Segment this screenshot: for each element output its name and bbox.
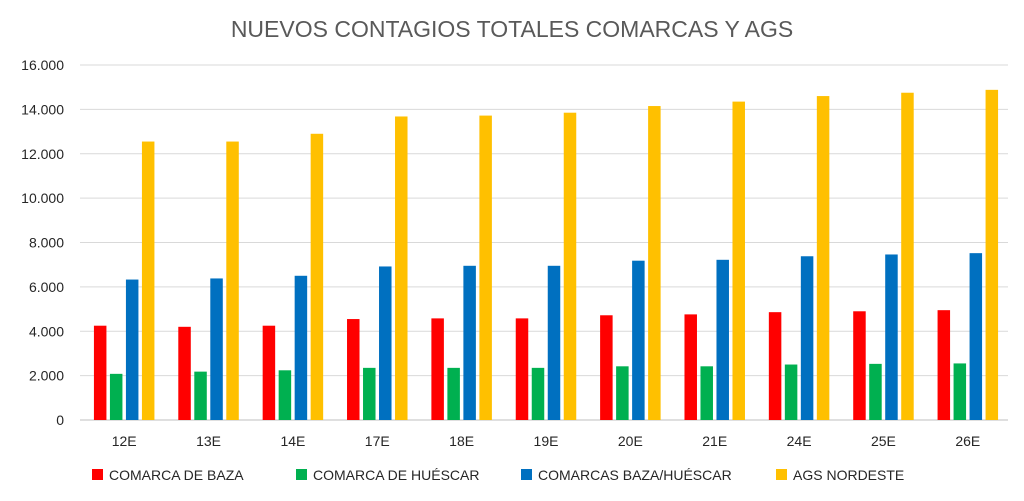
bar-comarcas-baza-hu-scar-25e xyxy=(885,254,898,420)
y-tick-label: 16.000 xyxy=(21,57,64,73)
bar-ags-nordeste-24e xyxy=(816,96,830,420)
x-tick-label: 14E xyxy=(280,433,305,449)
bar-comarca-de-baza-24e xyxy=(768,312,782,420)
bars xyxy=(93,89,999,421)
bar-comarcas-baza-hu-scar-21e xyxy=(716,259,729,420)
bar-comarcas-baza-hu-scar-18e xyxy=(463,265,476,420)
x-tick-label: 12E xyxy=(112,433,137,449)
bar-comarca-de-hu-scar-13e xyxy=(194,371,207,420)
bar-comarcas-baza-hu-scar-14e xyxy=(294,275,308,420)
legend-swatch xyxy=(521,469,532,480)
bar-ags-nordeste-26e xyxy=(985,89,999,420)
legend-swatch xyxy=(776,469,787,480)
bar-comarca-de-baza-13e xyxy=(178,326,191,420)
x-tick-label: 17E xyxy=(365,433,390,449)
bar-comarca-de-baza-25e xyxy=(853,311,866,420)
bar-comarcas-baza-hu-scar-19e xyxy=(547,265,561,420)
y-tick-label: 6.000 xyxy=(29,279,64,295)
bar-comarca-de-hu-scar-20e xyxy=(616,366,629,420)
bar-ags-nordeste-12e xyxy=(141,141,155,420)
x-tick-label: 13E xyxy=(196,433,221,449)
bar-ags-nordeste-13e xyxy=(226,141,239,420)
legend-label: COMARCA DE HUÉSCAR xyxy=(313,467,479,483)
legend-label: AGS NORDESTE xyxy=(793,467,904,483)
bar-comarcas-baza-hu-scar-13e xyxy=(210,278,223,420)
y-tick-label: 4.000 xyxy=(29,323,64,339)
y-tick-label: 2.000 xyxy=(29,368,64,384)
x-tick-label: 26E xyxy=(955,433,980,449)
bar-comarcas-baza-hu-scar-26e xyxy=(969,253,983,420)
bar-comarca-de-baza-18e xyxy=(431,318,444,420)
y-tick-label: 12.000 xyxy=(21,146,64,162)
y-tick-label: 14.000 xyxy=(21,101,64,117)
bar-ags-nordeste-20e xyxy=(648,106,661,420)
bar-comarca-de-baza-26e xyxy=(937,310,951,420)
bar-comarca-de-baza-20e xyxy=(600,315,613,420)
bar-comarcas-baza-hu-scar-12e xyxy=(125,279,139,420)
bar-ags-nordeste-25e xyxy=(901,92,914,420)
bar-comarca-de-baza-14e xyxy=(262,325,276,420)
bar-ags-nordeste-18e xyxy=(479,115,492,421)
bar-comarca-de-hu-scar-25e xyxy=(869,363,882,420)
legend-swatch xyxy=(92,469,103,480)
bar-comarcas-baza-hu-scar-20e xyxy=(632,260,645,420)
bar-comarca-de-hu-scar-24e xyxy=(784,364,798,420)
legend-label: COMARCA DE BAZA xyxy=(109,467,244,483)
legend: COMARCA DE BAZA COMARCA DE HUÉSCAR COMARCA… xyxy=(92,467,904,483)
bar-comarca-de-hu-scar-21e xyxy=(700,366,713,420)
chart-title: NUEVOS CONTAGIOS TOTALES COMARCAS Y AGS xyxy=(231,16,793,42)
bar-ags-nordeste-17e xyxy=(395,116,408,420)
bar-comarcas-baza-hu-scar-17e xyxy=(379,266,392,420)
bar-comarca-de-baza-19e xyxy=(515,318,529,420)
bar-comarca-de-hu-scar-14e xyxy=(278,370,292,420)
x-tick-label: 24E xyxy=(787,433,812,449)
x-tick-label: 25E xyxy=(871,433,896,449)
x-axis-ticks: 12E 13E 14E 17E 18E 19E 20E 21E 24E 25E 26E xyxy=(112,433,981,449)
bar-comarca-de-hu-scar-12e xyxy=(109,373,123,420)
bar-comarca-de-baza-17e xyxy=(347,319,360,420)
legend-swatch xyxy=(296,469,307,480)
y-tick-label: 0 xyxy=(56,412,64,428)
y-tick-label: 10.000 xyxy=(21,190,64,206)
bar-ags-nordeste-21e xyxy=(732,101,745,420)
x-tick-label: 20E xyxy=(618,433,643,449)
bar-ags-nordeste-19e xyxy=(563,112,577,420)
x-tick-label: 21E xyxy=(702,433,727,449)
bar-comarca-de-baza-12e xyxy=(93,325,107,420)
bar-comarca-de-hu-scar-17e xyxy=(363,367,376,420)
bar-comarca-de-hu-scar-18e xyxy=(447,367,460,420)
legend-label: COMARCAS BAZA/HUÉSCAR xyxy=(538,467,732,483)
bar-ags-nordeste-14e xyxy=(310,133,324,420)
y-tick-label: 8.000 xyxy=(29,235,64,251)
bar-comarcas-baza-hu-scar-24e xyxy=(800,256,814,420)
x-tick-label: 18E xyxy=(449,433,474,449)
x-tick-label: 19E xyxy=(534,433,559,449)
y-axis-ticks: 0 2.000 4.000 6.000 8.000 10.000 12.000 14.000 1… xyxy=(21,57,64,428)
bar-comarca-de-hu-scar-26e xyxy=(953,363,967,420)
bar-comarca-de-hu-scar-19e xyxy=(531,367,545,420)
bar-comarca-de-baza-21e xyxy=(684,314,697,420)
